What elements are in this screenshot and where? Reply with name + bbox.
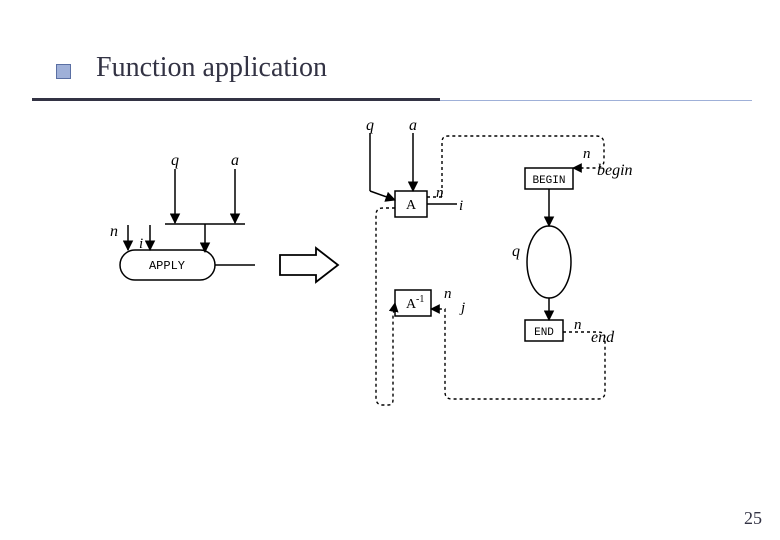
apply-box-label: APPLY (149, 259, 185, 273)
big-arrow-icon (280, 248, 338, 282)
begin-text: begin (597, 162, 633, 179)
right-n-mid2: n (444, 286, 452, 302)
right-q-label: q (366, 117, 374, 134)
n-end-label: n (574, 317, 582, 333)
left-q-label: q (171, 152, 179, 169)
left-n-label: n (110, 223, 118, 240)
n-begin-label: n (583, 146, 591, 162)
right-q-arrow-into-A (370, 191, 395, 200)
box-a-inv-sup: -1 (416, 294, 424, 305)
oval-q (527, 226, 571, 298)
diagram-svg: q a APPLY n i q a A n i BEGIN n begin q … (0, 0, 780, 540)
dashed-a-to-begin (427, 136, 604, 197)
right-a-label: a (409, 117, 417, 134)
oval-q-label: q (512, 243, 520, 260)
box-a-label: A (406, 198, 417, 213)
right-j-label: j (459, 300, 465, 316)
end-box-label: END (534, 327, 554, 339)
left-a-label: a (231, 152, 239, 169)
right-i-label: i (459, 198, 463, 214)
left-i-label: i (139, 236, 143, 252)
dashed-a-loop-left (376, 208, 395, 405)
begin-box-label: BEGIN (532, 175, 565, 187)
